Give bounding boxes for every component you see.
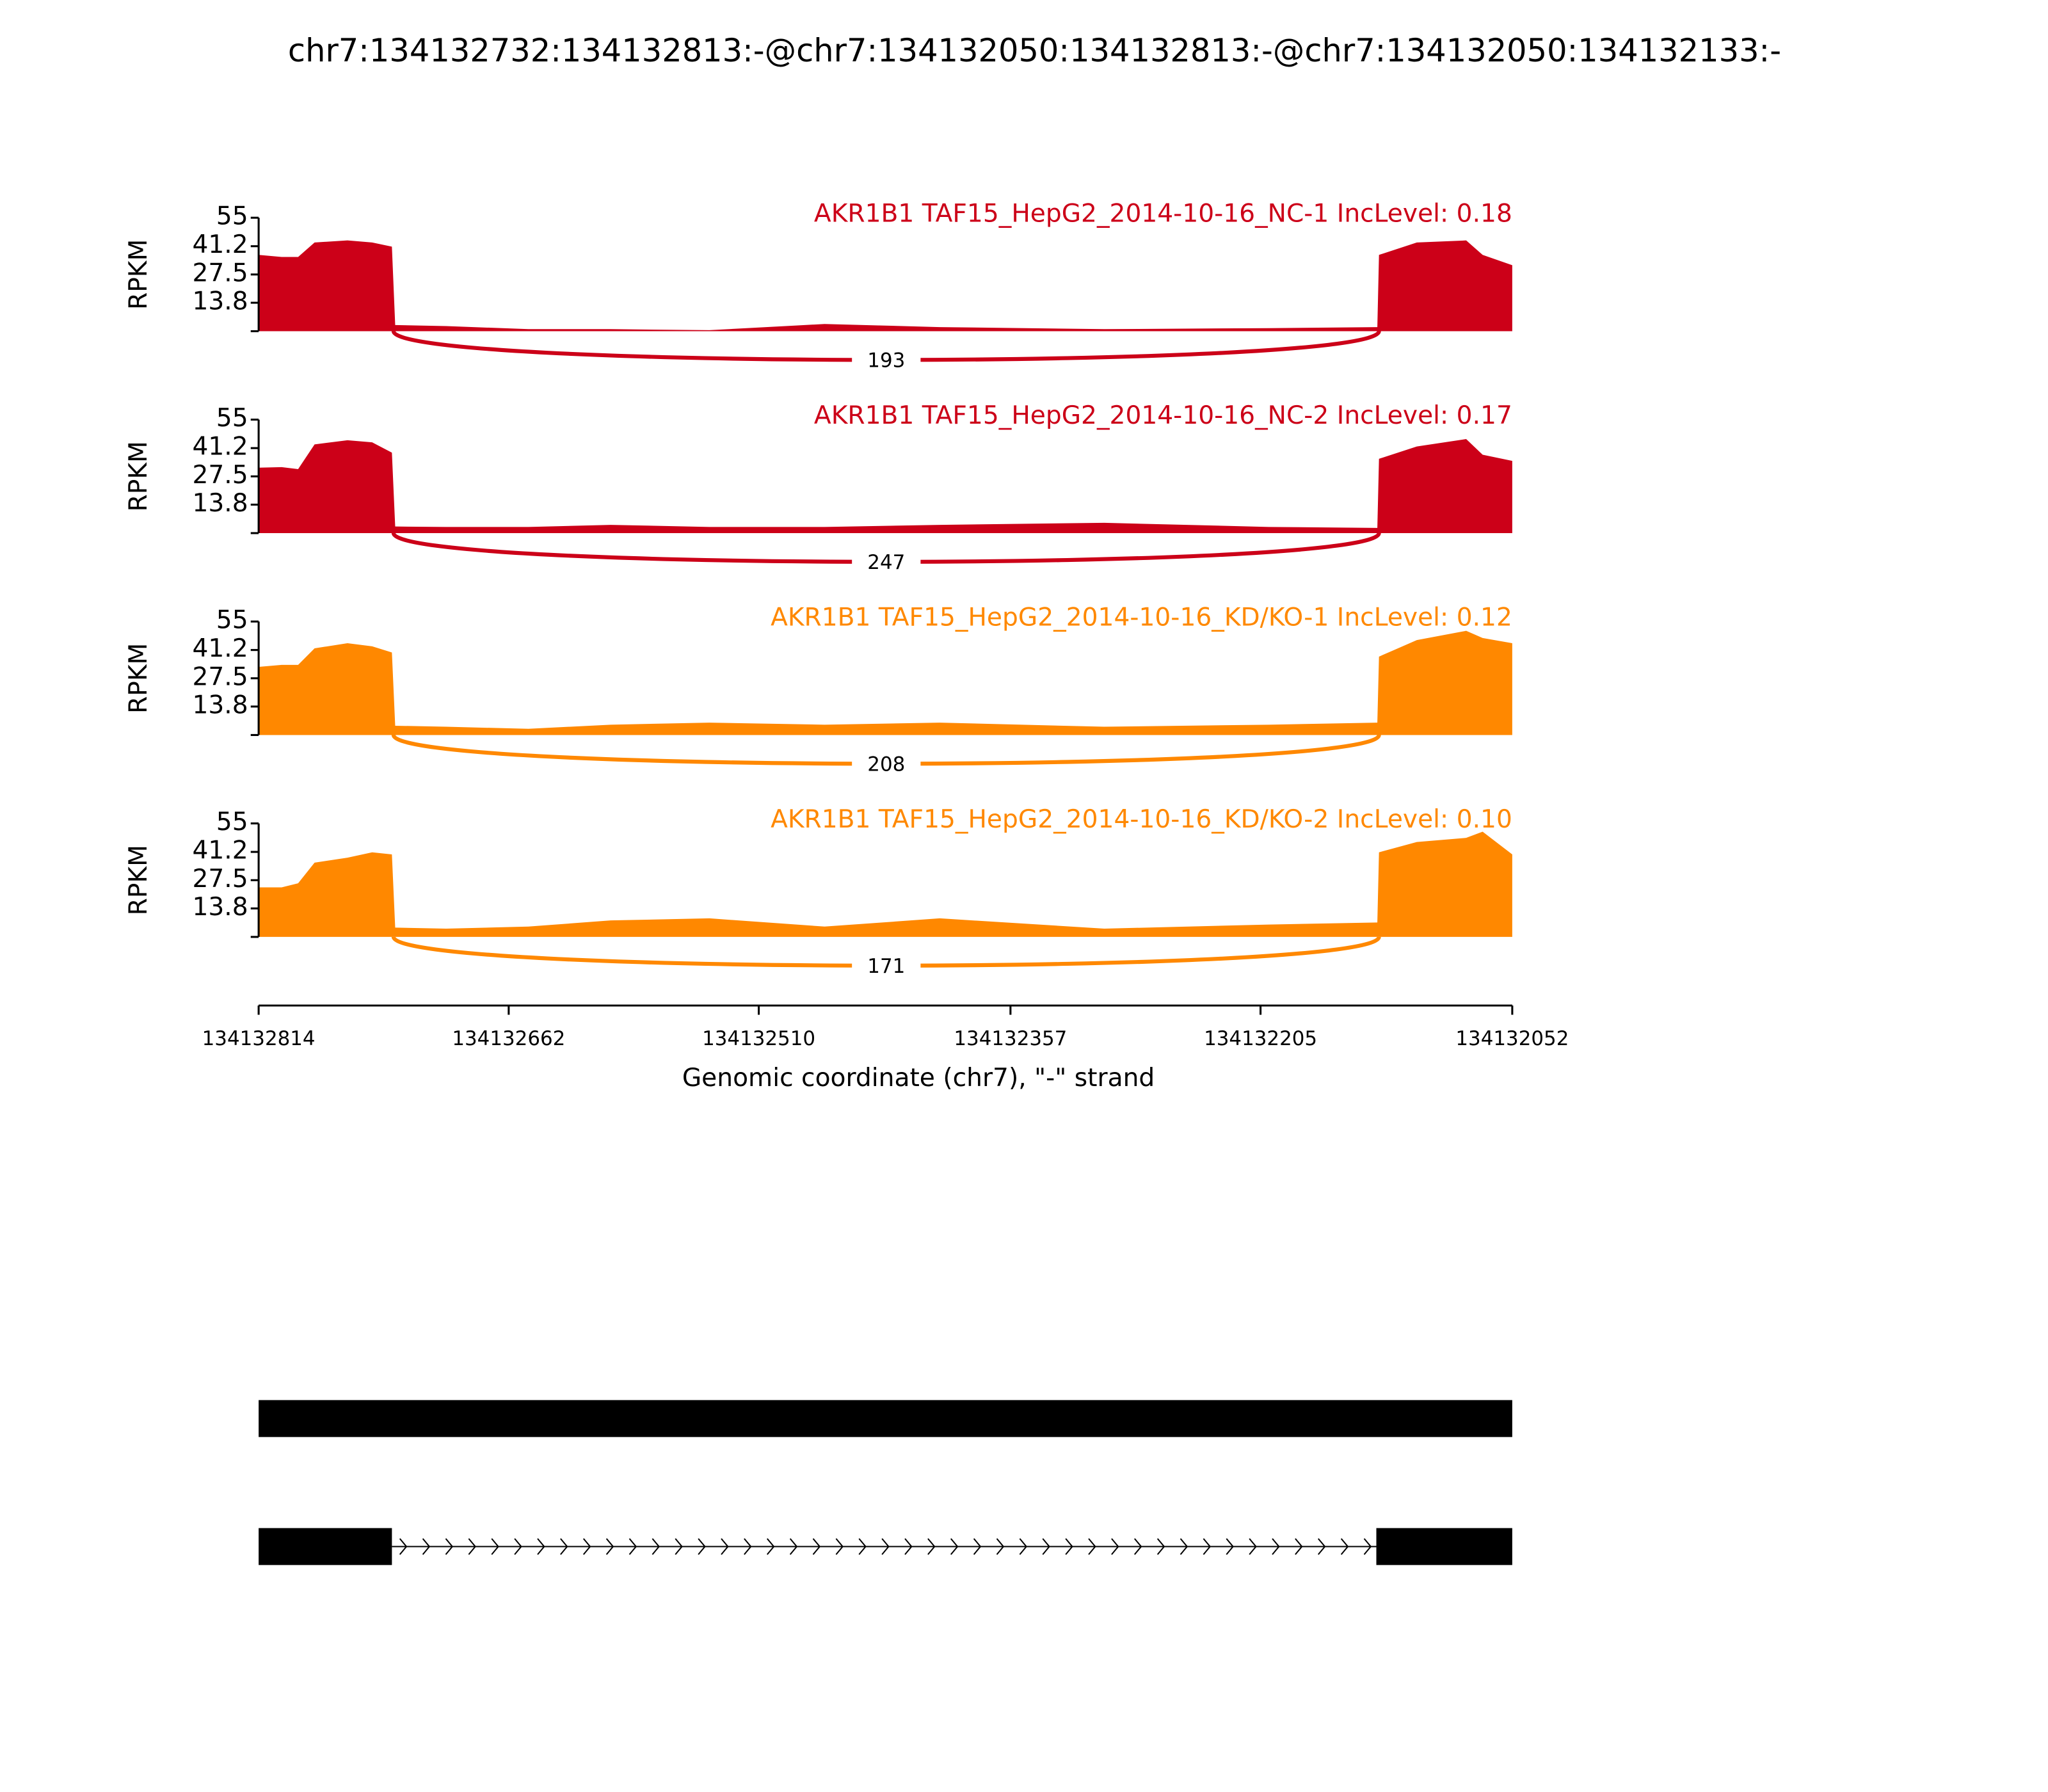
junction-label: 171 bbox=[867, 955, 905, 978]
intron-arrow bbox=[1203, 1538, 1212, 1555]
intron-arrow bbox=[744, 1538, 752, 1555]
intron-arrow bbox=[973, 1538, 982, 1555]
junction-label: 208 bbox=[867, 753, 905, 776]
intron-arrow bbox=[1180, 1538, 1188, 1555]
intron-arrow bbox=[1065, 1538, 1073, 1555]
x-tick-label: 134132662 bbox=[452, 1027, 565, 1050]
junction-label-bg bbox=[852, 954, 921, 980]
track-label: AKR1B1 TAF15_HepG2_2014-10-16_KD/KO-2 In… bbox=[771, 805, 1512, 834]
intron-arrow bbox=[858, 1538, 867, 1555]
y-tick-label: 13.8 bbox=[192, 691, 248, 719]
y-tick-label: 55 bbox=[216, 202, 248, 231]
coverage-area bbox=[259, 438, 1512, 533]
x-tick-label: 134132510 bbox=[702, 1027, 815, 1050]
y-tick-label: 27.5 bbox=[192, 662, 248, 691]
x-axis-label: Genomic coordinate (chr7), "-" strand bbox=[682, 1064, 1155, 1092]
y-tick-label: 55 bbox=[216, 808, 248, 836]
junction-label: 247 bbox=[867, 551, 905, 574]
intron-arrow bbox=[514, 1538, 522, 1555]
intron-arrow bbox=[1042, 1538, 1050, 1555]
y-tick-label: 27.5 bbox=[192, 461, 248, 490]
coverage-area bbox=[259, 240, 1512, 332]
x-tick-label: 134132052 bbox=[1455, 1027, 1569, 1050]
y-tick-label: 13.8 bbox=[192, 287, 248, 316]
intron-arrow bbox=[1156, 1538, 1165, 1555]
intron-arrow bbox=[422, 1538, 431, 1555]
intron-arrow bbox=[1019, 1538, 1028, 1555]
intron-arrow bbox=[675, 1538, 683, 1555]
y-tick-label: 55 bbox=[216, 404, 248, 433]
x-tick-label: 134132205 bbox=[1204, 1027, 1317, 1050]
intron-arrow bbox=[881, 1538, 890, 1555]
intron-arrow bbox=[445, 1538, 454, 1555]
isoform-exon bbox=[259, 1528, 392, 1565]
junction-label: 193 bbox=[867, 349, 905, 372]
intron-arrow bbox=[491, 1538, 499, 1555]
intron-arrow bbox=[399, 1538, 408, 1555]
intron-arrow bbox=[721, 1538, 729, 1555]
intron-arrow bbox=[1249, 1538, 1257, 1555]
junction-label-bg bbox=[852, 752, 921, 779]
intron-arrow bbox=[1340, 1538, 1349, 1555]
track-label: AKR1B1 TAF15_HepG2_2014-10-16_NC-1 IncLe… bbox=[814, 200, 1512, 228]
intron-arrow bbox=[698, 1538, 706, 1555]
y-axis-label: RPKM bbox=[124, 845, 153, 915]
intron-arrow bbox=[927, 1538, 936, 1555]
y-axis-label: RPKM bbox=[124, 239, 153, 310]
intron-arrow bbox=[996, 1538, 1005, 1555]
intron-arrow bbox=[1133, 1538, 1142, 1555]
intron-arrow bbox=[1111, 1538, 1119, 1555]
junction-label-bg bbox=[852, 348, 921, 375]
x-tick-label: 134132357 bbox=[954, 1027, 1067, 1050]
intron-arrow bbox=[1088, 1538, 1096, 1555]
junction-label-bg bbox=[852, 550, 921, 577]
intron-arrow bbox=[1318, 1538, 1326, 1555]
track-label: AKR1B1 TAF15_HepG2_2014-10-16_NC-2 IncLe… bbox=[814, 401, 1512, 430]
y-axis-label: RPKM bbox=[124, 441, 153, 511]
intron-arrow bbox=[468, 1538, 477, 1555]
y-axis-label: RPKM bbox=[124, 643, 153, 714]
intron-arrow bbox=[582, 1538, 591, 1555]
intron-arrow bbox=[904, 1538, 913, 1555]
intron-arrow bbox=[652, 1538, 660, 1555]
intron-arrow bbox=[560, 1538, 568, 1555]
y-tick-label: 55 bbox=[216, 606, 248, 635]
isoform-exon bbox=[1376, 1528, 1512, 1565]
coverage-area bbox=[259, 630, 1512, 735]
intron-arrow bbox=[950, 1538, 959, 1555]
intron-arrow bbox=[605, 1538, 614, 1555]
intron-arrow bbox=[789, 1538, 798, 1555]
intron-arrow bbox=[1272, 1538, 1280, 1555]
y-tick-label: 27.5 bbox=[192, 259, 248, 287]
y-tick-label: 41.2 bbox=[192, 836, 248, 865]
intron-arrow bbox=[1226, 1538, 1234, 1555]
x-tick-label: 134132814 bbox=[202, 1027, 316, 1050]
track-label: AKR1B1 TAF15_HepG2_2014-10-16_KD/KO-1 In… bbox=[771, 604, 1512, 632]
intron-arrow bbox=[766, 1538, 775, 1555]
plot-title: chr7:134132732:134132813:-@chr7:13413205… bbox=[288, 32, 1781, 69]
y-tick-label: 41.2 bbox=[192, 230, 248, 259]
isoform-exon bbox=[259, 1400, 1512, 1437]
intron-arrow bbox=[1295, 1538, 1303, 1555]
y-tick-label: 13.8 bbox=[192, 489, 248, 518]
y-tick-label: 13.8 bbox=[192, 893, 248, 922]
y-tick-label: 41.2 bbox=[192, 634, 248, 663]
y-tick-label: 27.5 bbox=[192, 865, 248, 893]
intron-arrow bbox=[835, 1538, 844, 1555]
y-tick-label: 41.2 bbox=[192, 433, 248, 461]
intron-arrow bbox=[628, 1538, 637, 1555]
intron-arrow bbox=[537, 1538, 545, 1555]
coverage-area bbox=[259, 831, 1512, 937]
intron-arrow bbox=[812, 1538, 821, 1555]
intron-arrow bbox=[1363, 1538, 1372, 1555]
